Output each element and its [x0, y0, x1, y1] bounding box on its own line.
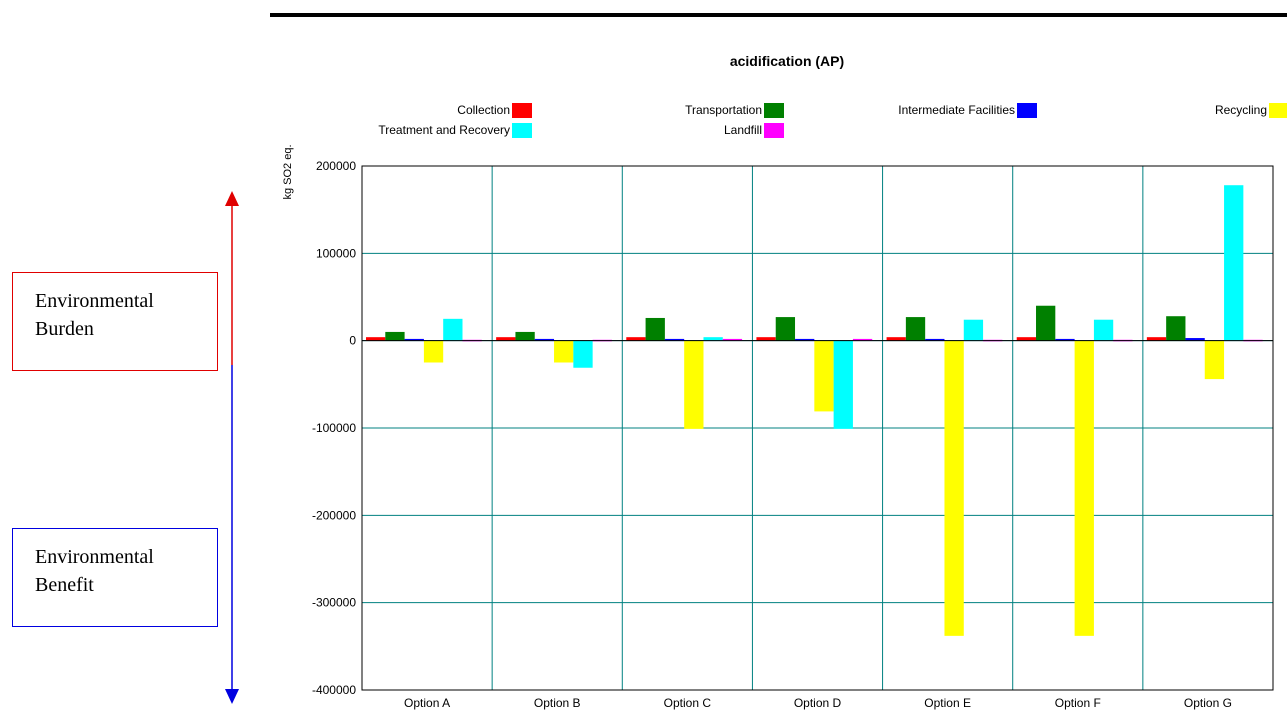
y-tick-label: -300000 — [312, 596, 356, 610]
bar — [1074, 340, 1094, 636]
x-tick-label: Option G — [1184, 696, 1232, 710]
bar — [1185, 338, 1205, 341]
top-rule — [270, 13, 1287, 17]
legend: Collection Transportation Intermediate Fac… — [378, 103, 1287, 138]
y-tick-label: 0 — [349, 334, 356, 348]
bar — [756, 337, 776, 341]
bar — [925, 338, 945, 341]
bar — [814, 340, 834, 412]
environmental-burden-box: Environmental Burden — [12, 272, 218, 371]
bar — [385, 331, 405, 341]
bar — [626, 337, 646, 341]
legend-swatch — [1017, 103, 1037, 118]
bar — [404, 338, 424, 341]
legend-swatch — [764, 123, 784, 138]
bar — [423, 340, 444, 363]
legend-label: Intermediate Facilities — [898, 103, 1015, 117]
bar — [443, 318, 463, 341]
bar — [775, 317, 796, 341]
legend-label: Collection — [457, 103, 510, 117]
bar — [1016, 337, 1037, 341]
benefit-label-line-1: Environmental — [35, 546, 154, 568]
bar — [905, 317, 926, 341]
x-tick-label: Option B — [534, 696, 581, 710]
bar — [664, 338, 685, 341]
bar — [833, 340, 853, 429]
legend-label: Transportation — [685, 103, 762, 117]
bar — [1093, 319, 1114, 341]
plot-frame — [361, 165, 1274, 691]
bar — [886, 337, 906, 341]
legend-swatch — [1269, 103, 1287, 118]
burden-arrow-head — [225, 191, 239, 206]
chart-title: acidification (AP) — [730, 53, 844, 69]
x-tick-label: Option A — [404, 696, 450, 710]
environmental-benefit-box: Environmental Benefit — [12, 528, 218, 627]
bar — [795, 338, 815, 341]
bar — [554, 340, 574, 363]
bar — [963, 319, 984, 341]
bar — [1204, 340, 1225, 380]
burden-label-line-1: Environmental — [35, 290, 154, 312]
bar — [703, 337, 723, 341]
bar — [684, 340, 704, 429]
bar — [1146, 337, 1167, 341]
legend-label: Treatment and Recovery — [378, 123, 510, 137]
y-tick-label: -200000 — [312, 508, 356, 522]
bars — [366, 185, 1263, 636]
legend-swatch — [764, 103, 784, 118]
y-tick-label: -400000 — [312, 683, 356, 697]
y-tick-label: 100000 — [316, 246, 356, 260]
bar — [1224, 185, 1244, 341]
x-tick-label: Option C — [664, 696, 712, 710]
tick-labels: 200000 100000 0 -100000 -200000 -300000 -40000… — [312, 159, 1232, 710]
bar — [944, 340, 964, 636]
y-tick-label: 200000 — [316, 159, 356, 173]
x-tick-label: Option F — [1055, 696, 1101, 710]
benefit-arrow-head — [225, 689, 239, 704]
bar — [722, 338, 743, 341]
bar — [515, 331, 535, 341]
legend-swatch — [512, 103, 532, 118]
bar — [852, 338, 873, 341]
burden-label-line-2: Burden — [35, 318, 94, 340]
bar — [1055, 338, 1075, 341]
y-axis-label: kg SO2 eq. — [282, 144, 294, 199]
x-tick-label: Option E — [924, 696, 971, 710]
legend-label: Recycling — [1215, 103, 1267, 117]
benefit-label-line-2: Benefit — [35, 574, 94, 596]
legend-swatch — [512, 123, 532, 138]
y-tick-label: -100000 — [312, 421, 356, 435]
bar — [645, 317, 665, 341]
bar — [496, 337, 516, 341]
legend-label: Landfill — [724, 123, 762, 137]
bar — [1166, 316, 1186, 341]
x-tick-label: Option D — [794, 696, 842, 710]
bar — [573, 340, 593, 368]
bar — [1036, 305, 1056, 341]
bar — [366, 337, 386, 341]
axes — [361, 165, 1274, 691]
grid — [362, 165, 1273, 691]
bar — [534, 338, 555, 341]
